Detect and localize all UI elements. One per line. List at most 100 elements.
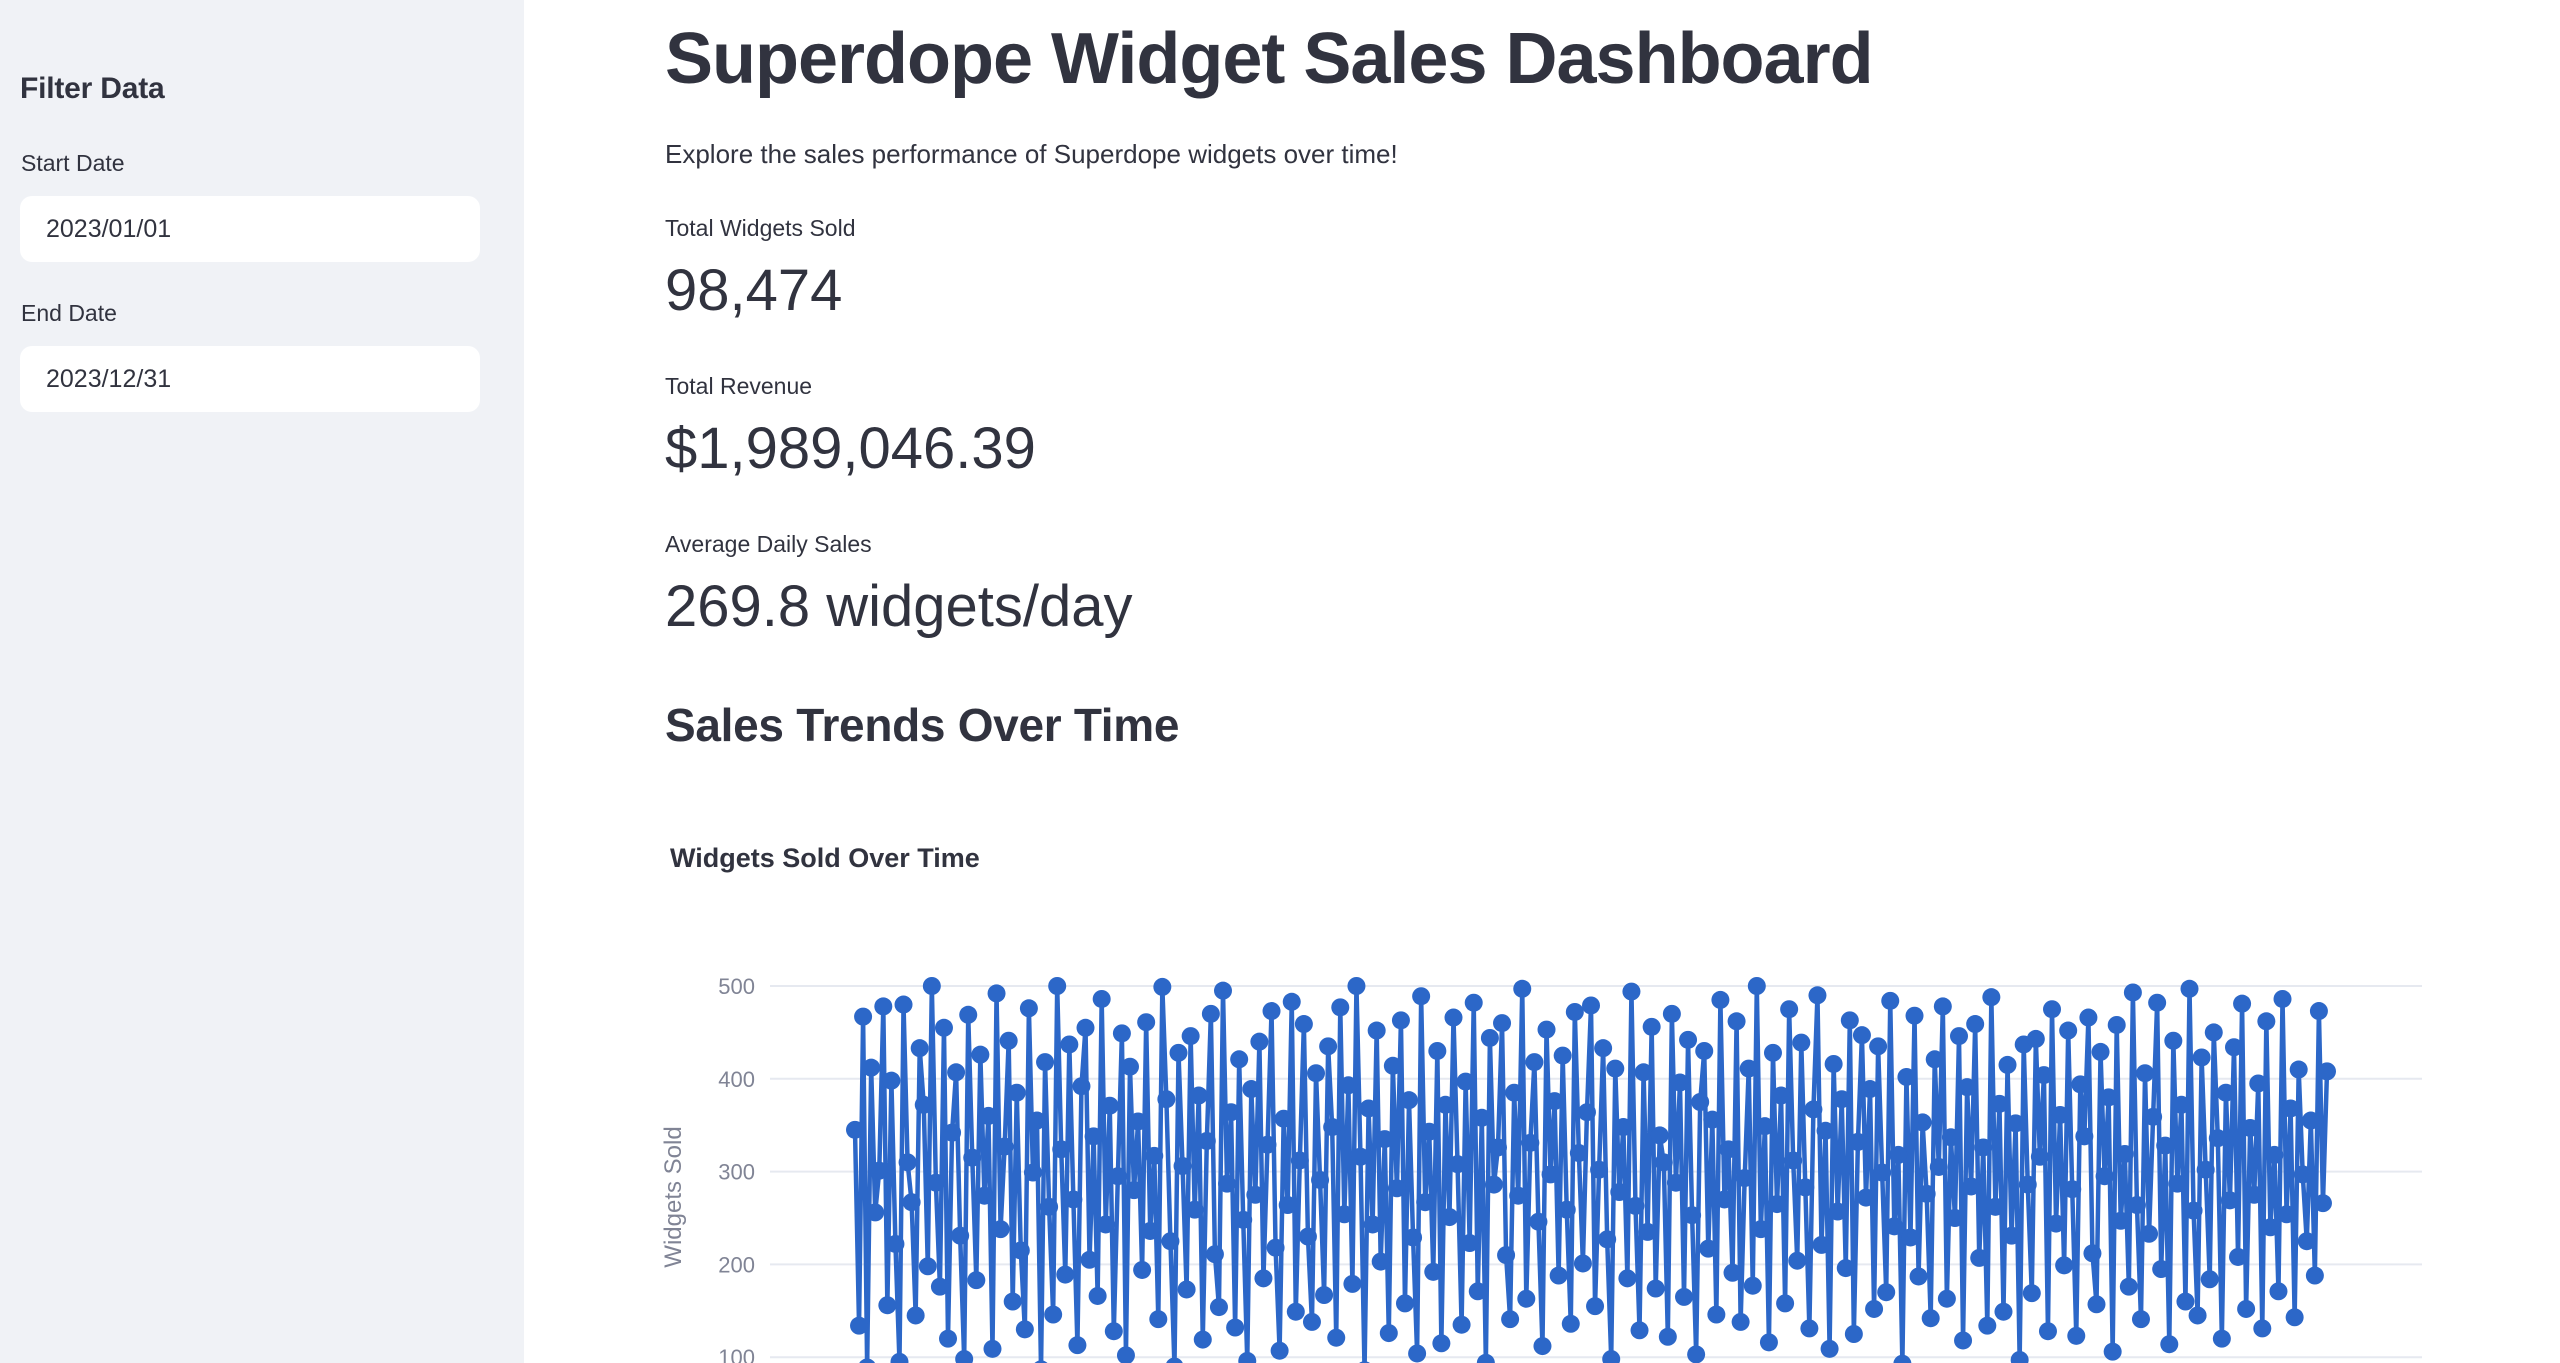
data-point (1505, 1083, 1524, 1102)
data-point (2168, 1174, 2187, 1193)
data-point (1666, 1173, 1685, 1192)
data-point (1331, 998, 1350, 1017)
data-point (2309, 1002, 2328, 1021)
data-point (1484, 1175, 1503, 1194)
data-point (1768, 1195, 1787, 1214)
data-point (2026, 1029, 2045, 1048)
sidebar-heading: Filter Data (20, 72, 165, 105)
data-point (886, 1234, 905, 1253)
data-point (1945, 1209, 1964, 1227)
data-point (2095, 1167, 2114, 1186)
page-subtitle: Explore the sales performance of Superdo… (665, 139, 1398, 169)
data-point (1181, 1027, 1200, 1046)
data-point (2103, 1342, 2122, 1361)
data-point (2034, 1066, 2053, 1085)
sales-line-chart[interactable]: 100 200 300 400 500 Widgets Sold (640, 930, 2450, 1363)
data-point (1343, 1274, 1362, 1293)
data-point (1286, 1302, 1305, 1321)
data-point (1816, 1121, 1835, 1140)
data-point (1703, 1110, 1722, 1129)
data-point (1052, 1140, 1071, 1159)
data-point (2301, 1111, 2320, 1130)
data-point (1166, 1357, 1183, 1363)
data-point (1622, 982, 1641, 1001)
data-point (1068, 1336, 1087, 1355)
data-point (1594, 1039, 1613, 1058)
data-point (1468, 1282, 1487, 1301)
data-point (1145, 1146, 1164, 1165)
data-point (2152, 1260, 2171, 1279)
data-point (1602, 1350, 1621, 1363)
data-point (1525, 1053, 1544, 1072)
data-point (1646, 1279, 1665, 1298)
data-point (1804, 1100, 1823, 1119)
data-point (1460, 1234, 1479, 1253)
data-point (1691, 1093, 1710, 1111)
data-point (1909, 1267, 1928, 1286)
data-point (2043, 1000, 2062, 1019)
data-point (850, 1316, 869, 1335)
data-point (1218, 1174, 1237, 1193)
data-point (1452, 1315, 1471, 1334)
data-point (1796, 1178, 1815, 1197)
data-point (1784, 1151, 1803, 1170)
end-date-input[interactable] (20, 346, 480, 412)
data-point (1056, 1265, 1075, 1284)
data-point (1476, 1353, 1495, 1363)
data-point (1497, 1246, 1516, 1265)
data-point (2156, 1136, 2175, 1155)
data-point (1873, 1163, 1892, 1182)
data-point (1040, 1197, 1059, 1216)
data-point (874, 997, 893, 1016)
data-point (934, 1018, 953, 1037)
data-point (1173, 1157, 1192, 1176)
data-point (1076, 1018, 1095, 1037)
data-point (1234, 1210, 1253, 1229)
data-point (1553, 1046, 1572, 1065)
data-point (2160, 1335, 2179, 1354)
start-date-input[interactable] (20, 196, 480, 262)
data-point (2224, 1038, 2243, 1057)
data-point (1913, 1113, 1932, 1132)
y-tick-label: 200 (718, 1252, 755, 1277)
data-point (2305, 1266, 2324, 1285)
data-point (1246, 1185, 1265, 1204)
data-point (1840, 1011, 1859, 1030)
data-point (955, 1350, 974, 1363)
data-point (1137, 1013, 1156, 1032)
data-point (1084, 1127, 1103, 1146)
data-point (859, 1358, 875, 1363)
data-point (2200, 1270, 2219, 1289)
data-point (1743, 1276, 1762, 1295)
data-point (1897, 1067, 1916, 1086)
data-point (1844, 1325, 1863, 1343)
data-point (1472, 1108, 1491, 1127)
data-point (1347, 977, 1366, 995)
data-point (1161, 1232, 1180, 1251)
data-point (1193, 1330, 1212, 1349)
data-point (2131, 1310, 2150, 1329)
main-content: Superdope Widget Sales Dashboard Explore… (524, 0, 2560, 1363)
data-point (1561, 1314, 1580, 1333)
data-point (1209, 1298, 1228, 1317)
data-point (1274, 1109, 1293, 1128)
data-point (1363, 1215, 1382, 1234)
data-point (1998, 1055, 2017, 1074)
data-point (1517, 1289, 1536, 1308)
data-point (1861, 1080, 1880, 1099)
data-point (1824, 1054, 1843, 1073)
data-point (1104, 1322, 1123, 1341)
data-point (1626, 1196, 1645, 1215)
data-point (1695, 1041, 1714, 1060)
data-point (1359, 1099, 1378, 1118)
data-point (1582, 996, 1600, 1015)
data-point (1780, 1000, 1799, 1019)
data-point (1157, 1090, 1176, 1109)
data-point (1197, 1131, 1216, 1150)
start-date-label: Start Date (21, 150, 125, 176)
data-point (1100, 1096, 1119, 1115)
data-point (1294, 1015, 1313, 1034)
data-point (1610, 1183, 1629, 1202)
data-point (1400, 1091, 1419, 1110)
